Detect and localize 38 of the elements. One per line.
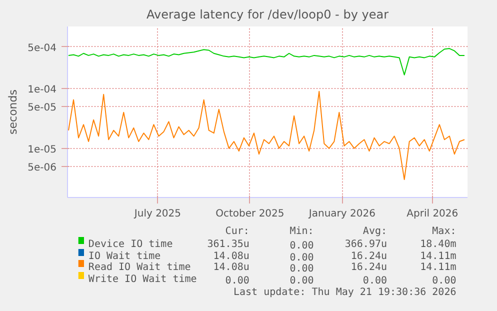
text: 16.24u xyxy=(350,251,388,262)
y-tick-label: 1e-04 xyxy=(28,84,57,96)
text: 14.08u xyxy=(213,251,250,262)
text: Min: xyxy=(290,226,314,237)
y-tick-label: 1e-05 xyxy=(28,144,57,156)
x-tick-label: July 2025 xyxy=(133,208,182,220)
text: 0.00 xyxy=(290,240,314,252)
y-tick-label: 5e-04 xyxy=(28,42,57,54)
x-tick-label: April 2026 xyxy=(406,208,458,220)
text: 0.00 xyxy=(290,276,314,286)
text: 0.00 xyxy=(290,252,314,264)
y-tick-label: 5e-06 xyxy=(28,162,57,174)
chart-title: Average latency for /dev/loop0 - by year xyxy=(146,8,389,22)
line-series xyxy=(68,48,465,76)
legend-label: IO Wait time xyxy=(88,251,161,262)
y-axis-title: seconds xyxy=(6,89,20,134)
text: 18.40m xyxy=(420,239,456,250)
text: 16.24u xyxy=(350,262,388,273)
y-tick-label: 5e-05 xyxy=(28,102,57,114)
text: 14.08u xyxy=(213,262,250,273)
text: Max: xyxy=(432,226,456,237)
line-series xyxy=(68,90,465,180)
text: 366.97u xyxy=(344,239,388,250)
x-tick-label: January 2026 xyxy=(308,208,376,220)
text: 14.11m xyxy=(420,262,456,273)
text: 0.00 xyxy=(290,264,314,274)
text: 0.00 xyxy=(225,276,250,286)
text: 361.35u xyxy=(207,239,250,250)
text: Avg: xyxy=(362,226,388,237)
legend-label: Device IO time xyxy=(88,239,173,250)
text: 14.11m xyxy=(420,251,456,262)
text: 0.00 xyxy=(432,276,456,286)
text: 0.00 xyxy=(362,276,388,286)
text: Last update: Thu May 21 19:30:36 2026 xyxy=(233,287,456,298)
legend-label: Read IO Wait time xyxy=(88,262,191,273)
x-tick-label: October 2025 xyxy=(216,208,284,220)
legend-label: Write IO Wait time xyxy=(88,274,197,285)
text: Cur: xyxy=(225,226,250,237)
